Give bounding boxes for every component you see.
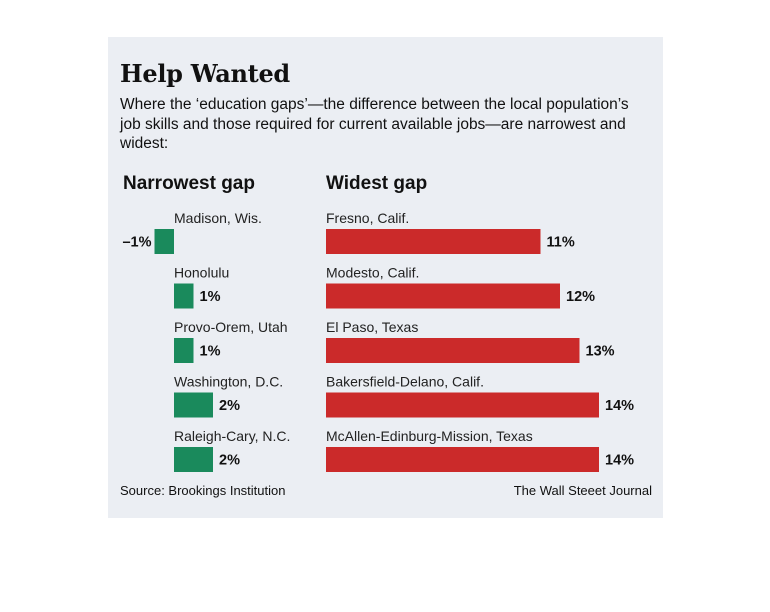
narrow-value-label: 1% <box>200 344 221 360</box>
narrow-city-label: Provo-Orem, Utah <box>174 319 288 335</box>
wide-value-label: 14% <box>605 453 634 469</box>
wide-value-label: 14% <box>605 398 634 414</box>
wide-city-label: Fresno, Calif. <box>326 210 409 226</box>
source-note: Source: Brookings Institution <box>120 483 286 498</box>
narrow-value-label: 2% <box>219 398 240 414</box>
narrowest-gap-heading: Narrowest gap <box>123 173 255 194</box>
narrow-city-label: Raleigh-Cary, N.C. <box>174 428 290 444</box>
narrow-city-label: Madison, Wis. <box>174 210 262 226</box>
wide-bar <box>326 392 599 418</box>
narrow-city-label: Honolulu <box>174 265 229 281</box>
chart-card: Help Wanted Where the ‘education gaps’—t… <box>108 37 663 518</box>
wide-city-label: Bakersfield-Delano, Calif. <box>326 374 484 390</box>
wide-city-label: El Paso, Texas <box>326 319 418 335</box>
narrow-value-label: 2% <box>219 453 240 469</box>
narrow-bar <box>174 447 213 472</box>
narrow-value-label: 1% <box>200 289 221 305</box>
bar-charts: Madison, Wis. –1% Honolulu 1% Provo-Orem, Ut… <box>122 210 634 472</box>
narrow-bar <box>174 392 213 418</box>
chart-title: Help Wanted <box>120 59 290 88</box>
wide-city-label: Modesto, Calif. <box>326 265 419 281</box>
narrow-value-label: –1% <box>122 235 151 251</box>
wide-value-label: 13% <box>586 344 615 360</box>
wide-value-label: 11% <box>547 235 575 251</box>
widest-gap-heading: Widest gap <box>326 173 428 194</box>
wide-bar <box>326 229 541 254</box>
credit-note: The Wall Steeet Journal <box>513 483 652 498</box>
chart-subtitle: Where the ‘education gaps’—the differenc… <box>120 96 629 152</box>
wide-bar <box>326 447 599 472</box>
wide-city-label: McAllen-Edinburg-Mission, Texas <box>326 428 533 444</box>
narrow-city-label: Washington, D.C. <box>174 374 283 390</box>
narrow-bar <box>154 229 174 254</box>
wide-value-label: 12% <box>566 289 595 305</box>
narrow-bar <box>174 338 194 363</box>
wide-bar <box>326 338 580 363</box>
wide-bar <box>326 283 560 309</box>
narrow-bar <box>174 283 194 309</box>
